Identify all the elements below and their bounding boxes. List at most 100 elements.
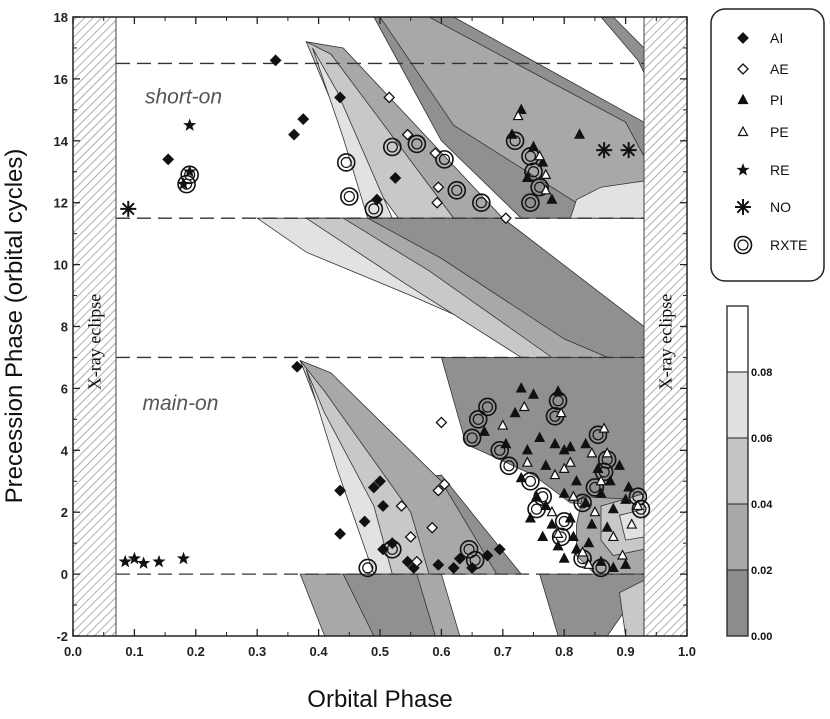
y-axis-title: Precession Phase (orbital cycles) [1, 149, 28, 504]
marker-pe [558, 462, 570, 473]
marker-ae [395, 500, 408, 512]
marker-rxte [340, 156, 352, 169]
marker-pi [537, 530, 549, 542]
marker-rxte [588, 425, 608, 445]
marker-pi [570, 543, 582, 554]
marker-rxte [521, 193, 540, 212]
marker-pi [595, 487, 607, 498]
marker-rxte [490, 440, 510, 460]
marker-pi [528, 140, 539, 152]
marker-pi [509, 406, 521, 418]
marker-rxte [472, 193, 491, 212]
marker-pe [607, 530, 619, 542]
colorbar-tick-label: 0.02 [751, 565, 772, 577]
marker-ai [493, 543, 506, 556]
marker-rxte [339, 187, 359, 206]
marker-re [152, 554, 166, 568]
marker-ae [401, 128, 414, 141]
y-tick-label: 0 [61, 567, 68, 582]
marker-re [183, 118, 197, 131]
marker-pi [564, 512, 576, 523]
x-tick-label: 0.4 [310, 644, 329, 659]
marker-ai [432, 558, 445, 571]
marker-pe [518, 400, 530, 412]
legend-label-pe: PE [770, 124, 789, 140]
marker-pi [604, 474, 616, 486]
y-tick-label: 2 [61, 505, 68, 520]
marker-ai [297, 113, 310, 126]
legend: AI AE PI PE RE NO RXTE [710, 8, 825, 282]
marker-pi [567, 530, 579, 542]
marker-pi [620, 493, 632, 504]
colorbar-band [727, 504, 748, 570]
marker-ae [429, 147, 442, 160]
marker-no [121, 202, 135, 216]
x-tick-label: 0.0 [64, 644, 82, 659]
marker-ae [431, 196, 444, 209]
y-tick-label: 8 [61, 320, 68, 335]
marker-ai [447, 561, 460, 574]
marker-ae [499, 212, 512, 225]
marker-rxte [358, 558, 378, 578]
marker-pe [497, 419, 509, 430]
marker-ai [162, 153, 175, 166]
colorbar-tick-label: 0.08 [751, 367, 772, 379]
marker-rxte [527, 166, 540, 178]
marker-pi [580, 437, 592, 449]
y-tick-label: 18 [54, 10, 68, 25]
marker-pi [558, 552, 570, 563]
marker-pi [552, 539, 564, 551]
marker-rxte [472, 413, 484, 425]
marker-rxte [386, 141, 398, 153]
data-markers [118, 54, 651, 578]
marker-pi [601, 521, 613, 532]
marker-pe [617, 549, 629, 560]
marker-pi [595, 555, 607, 566]
marker-rxte [466, 432, 478, 444]
contour-band [619, 579, 645, 636]
marker-ai [334, 527, 347, 540]
marker-pi [607, 561, 619, 573]
colorbar-tick-label: 0.04 [751, 499, 773, 511]
marker-rxte [551, 527, 571, 547]
x-tick-label: 0.9 [617, 644, 635, 659]
legend-label-rxte: RXTE [770, 237, 807, 253]
legend-marker-pi [737, 93, 749, 105]
marker-pi [570, 474, 582, 486]
marker-rxte [505, 131, 525, 151]
marker-pe [577, 546, 589, 557]
marker-ai [389, 172, 402, 184]
marker-pe [586, 447, 598, 458]
marker-ai [386, 537, 399, 550]
marker-rxte [503, 460, 515, 472]
marker-rxte [407, 134, 427, 154]
marker-pi [580, 496, 592, 508]
marker-pe [540, 168, 552, 179]
marker-rxte [475, 197, 487, 209]
marker-rxte [362, 562, 374, 574]
marker-rxte [524, 197, 537, 209]
y-tick-label: -2 [56, 629, 68, 644]
marker-pe [534, 149, 546, 161]
marker-re [183, 164, 197, 178]
marker-pi [623, 481, 635, 492]
marker-pe [567, 490, 579, 501]
marker-ai [374, 475, 386, 488]
marker-rxte [382, 137, 402, 157]
y-tick-label: 16 [54, 72, 68, 87]
marker-ae [410, 555, 423, 568]
marker-pe [555, 406, 567, 418]
marker-pe [552, 527, 564, 538]
marker-re [127, 551, 141, 565]
marker-pi [515, 471, 527, 483]
region-label-short-on: short-on [145, 86, 222, 109]
y-tick-label: 6 [61, 381, 68, 396]
marker-rxte [552, 395, 564, 407]
marker-pi [521, 444, 533, 455]
colorbar-band [727, 306, 748, 372]
colorbar-tick-label: 0.06 [751, 433, 772, 445]
marker-pi [607, 502, 619, 514]
legend-marker-ae [737, 63, 749, 75]
marker-rxte [524, 150, 537, 162]
